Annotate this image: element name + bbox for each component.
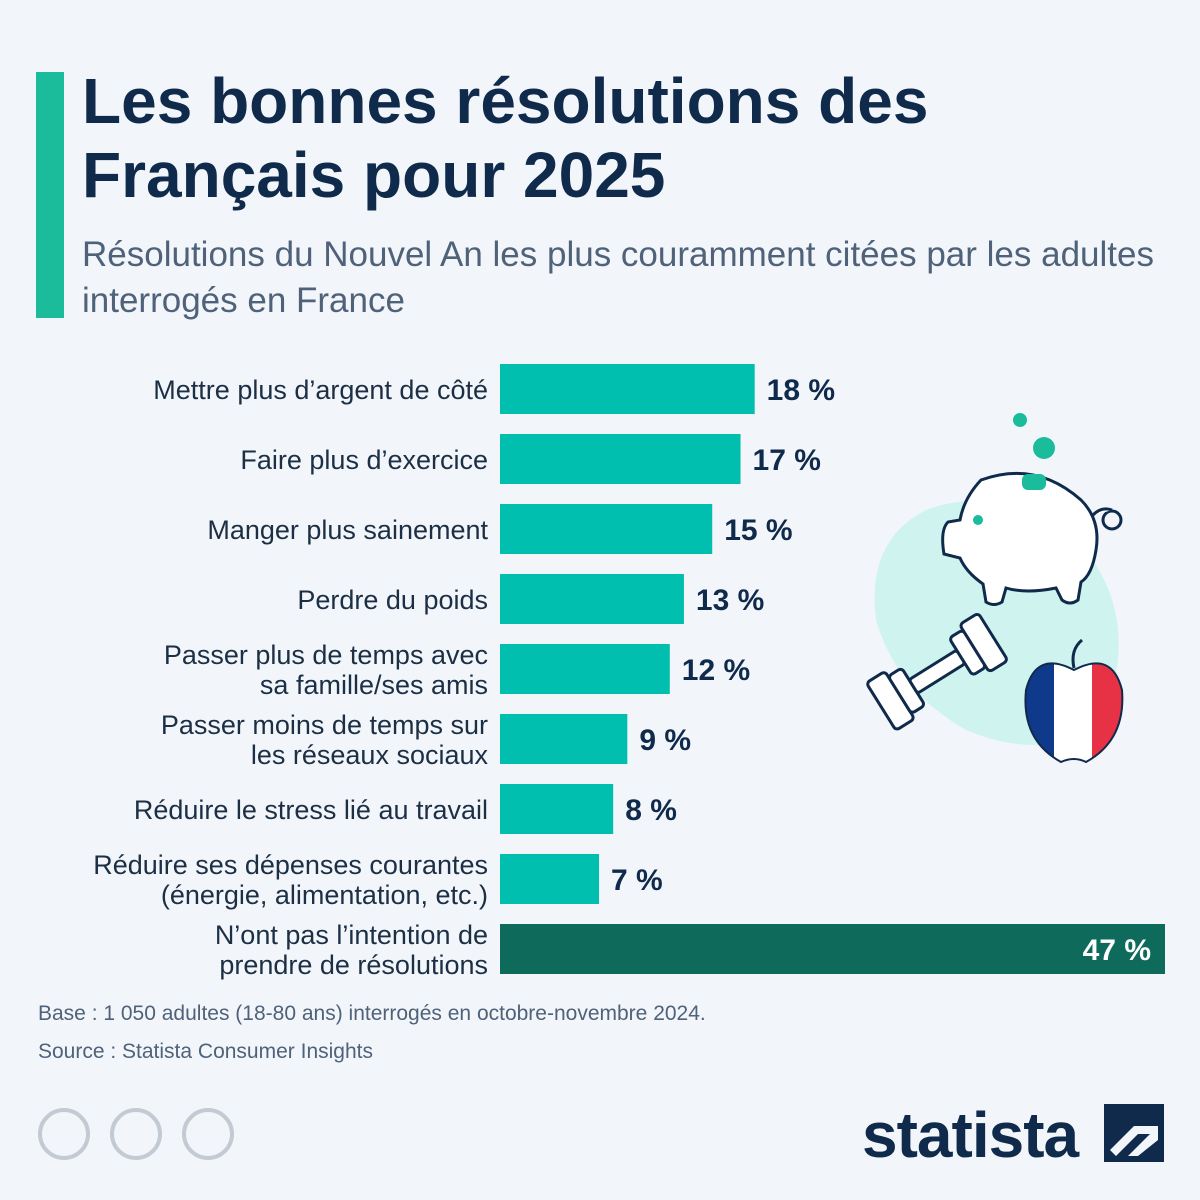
statista-wordmark[interactable]: statista [862, 1099, 1079, 1171]
illustration [866, 413, 1124, 764]
value-label-1: 17 % [753, 444, 821, 477]
category-label-2: Manger plus sainement [207, 515, 488, 545]
page-title: Les bonnes résolutions des Français pour… [82, 65, 929, 211]
category-label-1: Faire plus d’exercice [240, 445, 488, 475]
category-label-4-line-1: sa famille/ses amis [260, 670, 488, 700]
category-label-0: Mettre plus d’argent de côté [153, 375, 488, 405]
bar-1 [500, 434, 741, 484]
coin-icon [1033, 437, 1055, 459]
category-label-5-line-1: les réseaux sociaux [251, 740, 489, 770]
bar-5 [500, 714, 628, 764]
category-label-6: Réduire le stress lié au travail [134, 795, 488, 825]
value-label-6: 8 % [625, 794, 677, 827]
bar-0 [500, 364, 755, 414]
value-label-3: 13 % [696, 584, 764, 617]
piggy-bank-icon [941, 471, 1123, 606]
piggy-eye-icon [973, 515, 983, 525]
coin-icon [1013, 413, 1027, 427]
page-subtitle: Résolutions du Nouvel An les plus couram… [82, 235, 1154, 320]
bar-4 [500, 644, 670, 694]
category-label-4-line-0: Passer plus de temps avec [164, 640, 488, 670]
accent-bar [36, 72, 64, 318]
footnote-source: Source : Statista Consumer Insights [38, 1040, 373, 1063]
category-label-7-line-0: Réduire ses dépenses courantes [93, 850, 488, 880]
coin-icon [1022, 474, 1046, 490]
value-label-8: 47 % [1083, 934, 1151, 967]
category-label-8-line-1: prendre de résolutions [219, 950, 488, 980]
bar-8 [500, 924, 1165, 974]
cc-icon[interactable] [38, 1108, 90, 1160]
bar-3 [500, 574, 684, 624]
footnote-base: Base : 1 050 adultes (18-80 ans) interro… [38, 1002, 706, 1025]
bar-6 [500, 784, 614, 834]
category-label-8-line-0: N’ont pas l’intention de [215, 920, 488, 950]
bar-2 [500, 504, 713, 554]
bar-7 [500, 854, 600, 904]
category-label-5-line-0: Passer moins de temps sur [161, 710, 488, 740]
category-label-7-line-1: (énergie, alimentation, etc.) [161, 880, 488, 910]
no-derivatives-icon[interactable] [182, 1108, 234, 1160]
value-label-0: 18 % [767, 374, 835, 407]
dumbbell-icon [866, 612, 1008, 731]
bar-chart: Mettre plus d’argent de côté 18 % Faire pl… [93, 364, 1165, 980]
value-label-2: 15 % [724, 514, 792, 547]
value-label-4: 12 % [682, 654, 750, 687]
value-label-7: 7 % [611, 864, 663, 897]
category-label-3: Perdre du poids [297, 585, 488, 615]
value-label-5: 9 % [639, 724, 691, 757]
apple-flag-icon [1024, 638, 1124, 764]
attribution-icon[interactable] [110, 1108, 162, 1160]
statista-logo-icon[interactable] [1104, 1104, 1164, 1162]
